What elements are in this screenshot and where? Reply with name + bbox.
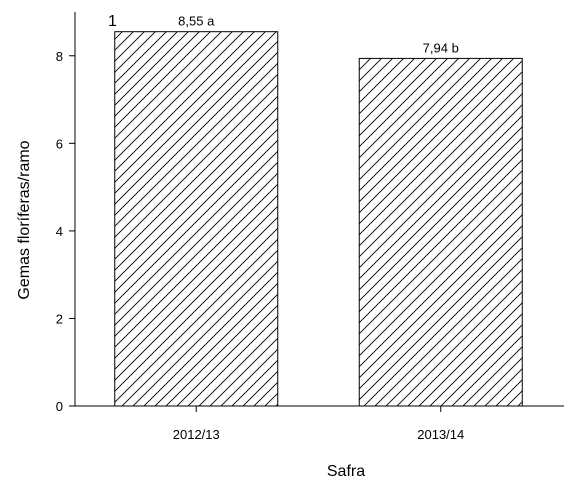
data-label: 7,94 b [423, 40, 459, 55]
x-ticks-group: 2012/13 2013/14 [173, 406, 464, 442]
y-tick-label: 2 [56, 311, 63, 326]
panel-label: 1 [108, 13, 117, 30]
axes-group [74, 12, 564, 407]
y-tick-label: 6 [56, 136, 63, 151]
data-label: 8,55 a [178, 14, 215, 29]
y-tick-label: 0 [56, 399, 63, 414]
x-tick-label: 2013/14 [417, 427, 464, 442]
x-axis-title: Safra [327, 463, 365, 478]
bar-2 [358, 57, 523, 407]
y-tick-label: 8 [56, 49, 63, 64]
y-tick-label: 4 [56, 224, 63, 239]
data-labels-group: 8,55 a 7,94 b [178, 14, 459, 56]
x-tick-label: 2012/13 [173, 427, 220, 442]
bar-1 [114, 31, 279, 407]
bars-group [114, 31, 523, 407]
y-axis-title: Gemas floríferas/ramo [16, 140, 33, 299]
y-ticks-group: 0 2 4 6 8 [56, 49, 75, 414]
